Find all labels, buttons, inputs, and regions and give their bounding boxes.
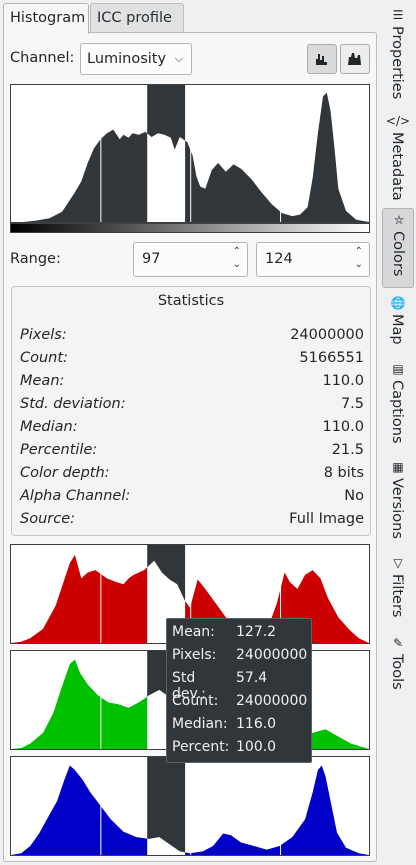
stat-key: Median:: [20, 419, 78, 435]
range-label: Range:: [10, 251, 61, 267]
stat-row-median: Median: 110.0: [20, 419, 364, 441]
stat-key: Color depth:: [20, 465, 110, 481]
channel-value: Luminosity: [87, 51, 167, 67]
tab-icc-profile-label: ICC profile: [97, 10, 172, 26]
sidebar-item-label: Versions: [389, 478, 405, 539]
stat-value: 24000000: [290, 327, 364, 343]
stat-value: Full Image: [289, 511, 364, 527]
tooltip-key: Percent:: [172, 739, 230, 755]
tooltip-key: Mean:: [172, 624, 215, 640]
luminosity-gradient-bar: [10, 223, 370, 233]
paint-bucket-icon: ⛦: [394, 213, 404, 227]
tooltip-value: 24000000: [236, 693, 308, 709]
statistics-title: Statistics: [157, 293, 225, 309]
histogram-area: [11, 92, 369, 222]
tab-histogram[interactable]: Histogram: [3, 3, 89, 34]
stat-value: 110.0: [322, 373, 364, 389]
tooltip-value: 116.0: [236, 716, 277, 732]
stat-row-alpha-channel: Alpha Channel: No: [20, 488, 364, 510]
tooltip-value: 57.4: [236, 670, 268, 686]
stat-key: Mean:: [20, 373, 65, 389]
right-sidebar: ☰ Properties </> Metadata ⛦ Colors 🌐 Map…: [381, 0, 416, 865]
globe-icon: 🌐: [390, 296, 406, 310]
statistics-group: Statistics Pixels: 24000000 Count: 5166551…: [11, 286, 371, 536]
log-scale-button[interactable]: [340, 44, 370, 74]
sidebar-item-label: Map: [389, 314, 405, 345]
sidebar-item-label: Colors: [390, 231, 406, 277]
pencil-icon: ✎: [392, 636, 404, 650]
log-histogram-icon: [348, 53, 361, 65]
histogram-area: [11, 765, 369, 855]
channel-label: Channel:: [10, 50, 75, 66]
spin-arrows-icon[interactable]: ⌃ ⌄: [354, 246, 363, 270]
stat-row-count: Count: 5166551: [20, 350, 364, 372]
stat-key: Source:: [20, 511, 76, 527]
linear-scale-button[interactable]: [307, 44, 337, 74]
luminosity-histogram[interactable]: [10, 84, 370, 223]
sidebar-item-captions[interactable]: ▤ Captions: [382, 358, 414, 454]
stat-value: 8 bits: [323, 465, 364, 481]
range-max-spinbox[interactable]: 124 ⌃ ⌄: [256, 242, 370, 277]
sidebar-item-label: Tools: [389, 654, 405, 690]
funnel-icon: ▽: [393, 556, 403, 570]
stat-key: Count:: [20, 350, 68, 366]
histogram-tooltip: Mean: 127.2 Pixels: 24000000 Std dev.: 57.4…: [166, 618, 312, 763]
spin-arrows-icon[interactable]: ⌃ ⌄: [232, 246, 241, 270]
stat-row-percentile: Percentile: 21.5: [20, 442, 364, 464]
tooltip-key: Pixels:: [172, 647, 217, 663]
channel-combo[interactable]: Luminosity ⌵: [80, 43, 192, 75]
versions-icon: ▦: [392, 460, 404, 474]
stat-key: Pixels:: [20, 327, 67, 343]
range-min-spinbox[interactable]: 97 ⌃ ⌄: [133, 242, 248, 277]
stat-row-source: Source: Full Image: [20, 511, 364, 533]
sliders-icon: ☰: [392, 8, 404, 22]
stat-value: No: [344, 488, 364, 504]
blue-histogram[interactable]: [10, 756, 370, 856]
tab-histogram-label: Histogram: [10, 10, 86, 26]
sidebar-item-label: Filters: [389, 574, 405, 618]
code-icon: </>: [385, 114, 411, 128]
sidebar-item-filters[interactable]: ▽ Filters: [382, 552, 414, 632]
sidebar-item-properties[interactable]: ☰ Properties: [382, 4, 414, 108]
sidebar-item-label: Metadata: [389, 132, 405, 201]
range-min-value: 97: [142, 251, 161, 267]
stat-row-std-deviation: Std. deviation: 7.5: [20, 396, 364, 418]
sidebar-item-map[interactable]: 🌐 Map: [382, 292, 414, 354]
stat-key: Percentile:: [20, 442, 98, 458]
tooltip-value: 24000000: [236, 647, 308, 663]
range-max-value: 124: [265, 251, 293, 267]
tooltip-value: 127.2: [236, 624, 277, 640]
stat-value: 21.5: [331, 442, 364, 458]
stat-row-mean: Mean: 110.0: [20, 373, 364, 395]
stat-key: Alpha Channel:: [20, 488, 131, 504]
sidebar-item-colors[interactable]: ⛦ Colors: [382, 208, 414, 288]
blue-histogram-plot: [11, 757, 369, 855]
stat-value: 5166551: [299, 350, 364, 366]
tooltip-key: Std dev.:: [172, 670, 206, 702]
sidebar-item-label: Captions: [389, 380, 405, 444]
tab-icc-profile[interactable]: ICC profile: [90, 3, 184, 33]
stat-row-color-depth: Color depth: 8 bits: [20, 465, 364, 487]
linear-histogram-icon: [316, 54, 327, 65]
sidebar-item-metadata[interactable]: </> Metadata: [382, 110, 414, 206]
sidebar-item-label: Properties: [389, 26, 405, 100]
tooltip-key: Count:: [172, 693, 219, 709]
tooltip-key: Median:: [172, 716, 228, 732]
sidebar-item-tools[interactable]: ✎ Tools: [382, 632, 414, 702]
document-icon: ▤: [392, 362, 404, 376]
luminosity-histogram-plot: [11, 85, 369, 222]
selection-histogram-area: [147, 133, 186, 222]
stat-row-pixels: Pixels: 24000000: [20, 327, 364, 349]
stat-value: 110.0: [322, 419, 364, 435]
selection-histogram-area: [147, 837, 186, 855]
chevron-down-icon: ⌵: [174, 52, 183, 65]
sidebar-item-versions[interactable]: ▦ Versions: [382, 456, 414, 552]
stat-value: 7.5: [340, 396, 364, 412]
stat-key: Std. deviation:: [20, 396, 126, 412]
tooltip-value: 100.0: [236, 739, 277, 755]
